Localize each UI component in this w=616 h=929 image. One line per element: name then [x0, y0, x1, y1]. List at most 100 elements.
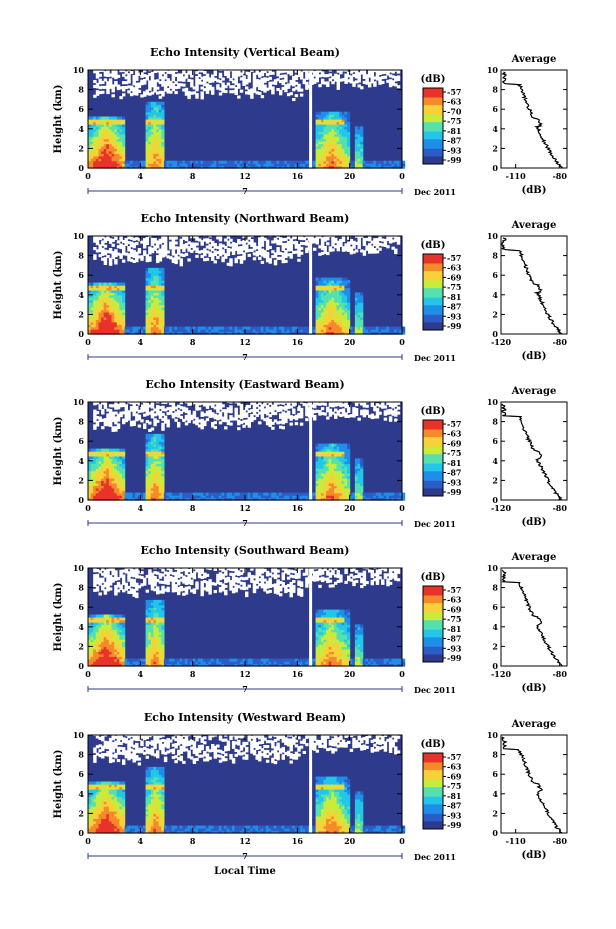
no-data-cell — [195, 76, 199, 80]
no-data-cell — [302, 237, 306, 241]
no-data-cell — [127, 73, 131, 77]
heatmap-cell — [145, 155, 149, 159]
x-tick-label: 16 — [292, 171, 304, 181]
heatmap-cell — [268, 329, 272, 333]
heatmap-cell — [153, 121, 157, 125]
heatmap-cell — [114, 453, 118, 457]
no-data-cell — [129, 408, 134, 412]
no-data-cell — [116, 240, 121, 244]
heatmap-cell — [276, 326, 280, 330]
heatmap-cell — [320, 468, 325, 472]
heatmap-cell — [145, 331, 149, 335]
no-data-cell — [203, 80, 207, 84]
heatmap-cell — [184, 326, 188, 330]
no-data-cell — [205, 78, 210, 82]
heatmap-cell — [336, 126, 340, 130]
no-data-cell — [268, 71, 272, 75]
no-data-cell — [299, 246, 304, 250]
heatmap-cell — [148, 131, 152, 135]
heatmap-cell — [111, 451, 115, 455]
no-data-cell — [336, 81, 340, 85]
heatmap-cell — [341, 292, 345, 296]
heatmap-cell — [334, 158, 338, 162]
no-data-cell — [137, 417, 142, 421]
heatmap-cell — [153, 277, 157, 281]
no-data-cell — [132, 242, 136, 246]
heatmap-cell — [339, 143, 343, 147]
heatmap-cell — [328, 321, 332, 325]
no-data-cell — [143, 81, 147, 85]
heatmap-cell — [150, 453, 154, 457]
heatmap-cell — [122, 302, 126, 306]
heatmap-cell — [334, 329, 338, 333]
heatmap-cell — [331, 111, 335, 115]
heatmap-cell — [150, 487, 154, 491]
heatmap-cell — [88, 163, 92, 167]
heatmap-cell — [108, 119, 113, 123]
no-data-cell — [265, 251, 270, 255]
heatmap-cell — [344, 443, 348, 447]
heatmap-cell — [339, 153, 343, 157]
heatmap-cell — [119, 148, 123, 152]
no-data-cell — [124, 237, 128, 241]
x-tick-label: 0 — [399, 171, 405, 181]
heatmap-cell — [150, 106, 154, 110]
no-data-cell — [129, 244, 134, 248]
heatmap-cell — [336, 131, 340, 135]
no-data-cell — [375, 240, 380, 244]
heatmap-cell — [93, 463, 97, 467]
no-data-cell — [208, 84, 212, 88]
colorbar-segment — [423, 328, 443, 331]
heatmap-cell — [156, 119, 160, 123]
heatmap-cell — [354, 314, 359, 318]
no-data-cell — [239, 89, 244, 93]
heatmap-cell — [93, 465, 97, 469]
heatmap-cell — [156, 465, 160, 469]
heatmap-cell — [402, 331, 406, 335]
heatmap-cell — [344, 309, 348, 313]
heatmap-cell — [200, 331, 204, 335]
heatmap-cell — [93, 287, 97, 291]
heatmap-cell — [328, 470, 332, 474]
heatmap-cell — [158, 492, 162, 496]
heatmap-cell — [169, 331, 173, 335]
heatmap-cell — [114, 160, 118, 164]
no-data-cell — [260, 70, 265, 74]
heatmap-cell — [150, 121, 154, 125]
no-data-cell — [187, 415, 191, 419]
no-data-cell — [137, 414, 142, 418]
heatmap-cell — [106, 136, 110, 140]
heatmap-cell — [108, 158, 113, 162]
y-tick-label: 6 — [78, 270, 84, 280]
heatmap-cell — [286, 326, 291, 330]
heatmap-cell — [145, 477, 149, 481]
heatmap-cell — [161, 145, 165, 149]
no-data-cell — [93, 237, 97, 241]
no-data-cell — [143, 245, 147, 249]
heatmap-cell — [93, 163, 97, 167]
heatmap-cell — [119, 136, 123, 140]
heatmap-cell — [328, 133, 332, 137]
heatmap-cell — [150, 289, 154, 293]
heatmap-cell — [323, 145, 327, 149]
heatmap-cell — [145, 321, 149, 325]
no-data-cell — [127, 241, 131, 245]
heatmap-cell — [323, 309, 327, 313]
no-data-cell — [163, 253, 168, 257]
heatmap-cell — [145, 307, 149, 311]
heatmap-cell — [114, 311, 118, 315]
heatmap-cell — [114, 307, 118, 311]
heatmap-cell — [103, 141, 107, 145]
no-data-cell — [137, 238, 142, 242]
heatmap-cell — [354, 133, 359, 137]
no-data-cell — [260, 85, 265, 89]
no-data-cell — [203, 413, 207, 417]
heatmap-cell — [368, 497, 372, 501]
no-data-cell — [305, 74, 309, 78]
no-data-cell — [229, 85, 233, 89]
heatmap-cell — [394, 163, 398, 167]
heatmap-cell — [239, 492, 243, 496]
heatmap-cell — [331, 133, 335, 137]
no-data-cell — [323, 250, 327, 254]
heatmap-cell — [150, 114, 154, 118]
